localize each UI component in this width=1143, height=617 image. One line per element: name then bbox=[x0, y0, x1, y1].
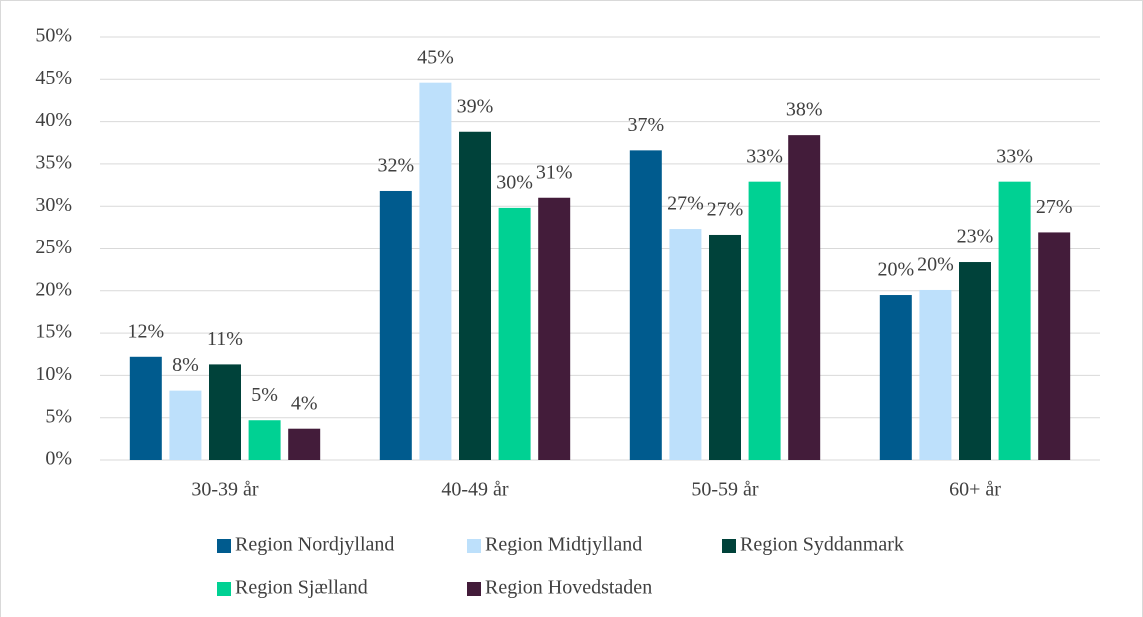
bar bbox=[248, 420, 281, 460]
data-label: 12% bbox=[127, 320, 164, 342]
data-label: 27% bbox=[707, 199, 744, 221]
y-tick-label: 25% bbox=[35, 236, 72, 258]
bar bbox=[288, 428, 321, 460]
bar bbox=[169, 390, 202, 460]
y-tick-label: 30% bbox=[35, 194, 72, 216]
x-tick-label: 50-59 år bbox=[691, 479, 759, 501]
data-label: 23% bbox=[957, 226, 994, 248]
legend-swatch bbox=[467, 582, 481, 596]
bar bbox=[209, 364, 241, 460]
bar bbox=[879, 295, 912, 460]
legend-label: Region Hovedstaden bbox=[485, 577, 652, 599]
x-tick-label: 30-39 år bbox=[191, 479, 259, 501]
legend-swatch bbox=[217, 582, 231, 596]
legend-label: Region Sjælland bbox=[235, 577, 368, 599]
bar bbox=[129, 356, 162, 460]
legend-label: Region Nordjylland bbox=[235, 534, 394, 556]
y-tick-label: 40% bbox=[35, 109, 72, 131]
bar bbox=[919, 289, 952, 460]
y-tick-label: 0% bbox=[45, 448, 72, 470]
x-tick-label: 40-49 år bbox=[441, 479, 509, 501]
legend-swatch bbox=[217, 539, 231, 553]
data-label: 11% bbox=[207, 328, 243, 350]
data-label: 27% bbox=[1036, 196, 1073, 218]
bar bbox=[748, 181, 781, 460]
legend-label: Region Syddanmark bbox=[740, 534, 904, 556]
data-label: 33% bbox=[996, 145, 1033, 167]
data-label: 30% bbox=[496, 171, 533, 193]
data-label: 27% bbox=[667, 193, 704, 215]
data-label: 33% bbox=[746, 145, 783, 167]
bar bbox=[669, 229, 702, 460]
y-tick-label: 20% bbox=[35, 278, 72, 300]
data-label: 39% bbox=[457, 95, 494, 117]
legend-label: Region Midtjylland bbox=[485, 534, 642, 556]
y-tick-label: 5% bbox=[45, 405, 72, 427]
legend-swatch bbox=[467, 539, 481, 553]
bar bbox=[709, 234, 741, 460]
y-tick-label: 35% bbox=[35, 151, 72, 173]
data-label: 20% bbox=[917, 254, 954, 276]
y-tick-label: 50% bbox=[35, 25, 72, 47]
data-label: 38% bbox=[786, 99, 823, 121]
data-label: 45% bbox=[417, 46, 454, 68]
data-label: 31% bbox=[536, 161, 573, 183]
x-tick-label: 60+ år bbox=[949, 479, 1001, 501]
bar bbox=[538, 197, 571, 461]
bar bbox=[959, 262, 991, 460]
bar bbox=[788, 135, 821, 461]
bar bbox=[459, 131, 491, 460]
bar bbox=[1038, 232, 1071, 460]
y-tick-label: 45% bbox=[35, 67, 72, 89]
y-tick-label: 15% bbox=[35, 321, 72, 343]
bar bbox=[379, 190, 412, 461]
bar bbox=[998, 181, 1031, 460]
bar bbox=[629, 150, 662, 460]
data-label: 4% bbox=[291, 392, 318, 414]
data-label: 20% bbox=[877, 259, 914, 281]
data-label: 32% bbox=[377, 155, 414, 177]
data-label: 8% bbox=[172, 354, 199, 376]
data-label: 37% bbox=[627, 114, 664, 136]
y-tick-label: 10% bbox=[35, 363, 72, 385]
bar bbox=[419, 82, 452, 461]
data-label: 5% bbox=[251, 384, 278, 406]
legend-swatch bbox=[722, 539, 736, 553]
bar bbox=[498, 207, 531, 460]
